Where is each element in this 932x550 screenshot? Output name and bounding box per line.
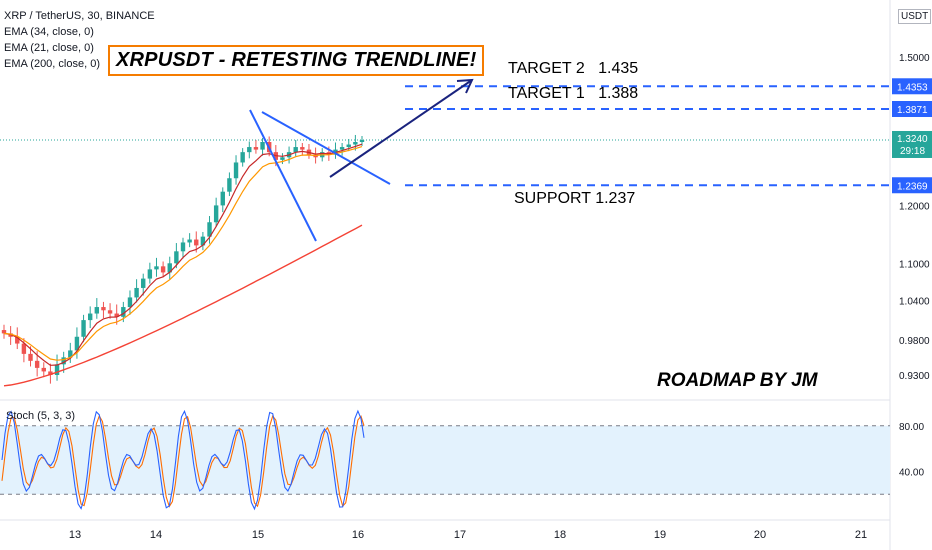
candle-body	[180, 242, 186, 252]
stoch-tick-label: 40.00	[899, 467, 924, 478]
candle-body	[121, 307, 126, 317]
candle-body	[74, 336, 80, 351]
candle-body	[107, 310, 113, 314]
breakout-arrow	[329, 79, 473, 178]
candle-body	[240, 152, 245, 163]
trendline-left	[249, 109, 317, 242]
y-tick-label: 1.5000	[899, 53, 930, 64]
level-tag	[892, 177, 932, 194]
candle-body	[293, 147, 298, 153]
candle-body	[87, 313, 93, 321]
chart-title: XRPUSDT - RETESTING TRENDLINE!	[108, 45, 485, 76]
level-tag	[892, 78, 932, 95]
candle-body	[61, 357, 66, 365]
support-annotation: SUPPORT 1.237	[514, 190, 636, 207]
ema21-line	[3, 143, 363, 366]
y-tick-label: 1.2000	[899, 201, 930, 212]
target2-annotation: TARGET 2 1.435	[508, 60, 639, 77]
x-tick-label: 14	[150, 529, 162, 541]
last-price-tag	[892, 130, 932, 158]
stoch-band	[0, 425, 890, 495]
candle-body	[94, 307, 100, 314]
level-tag-label: 1.4353	[897, 82, 928, 93]
candle-body	[101, 307, 106, 311]
ema200-line	[3, 224, 363, 387]
candle-body	[213, 205, 219, 223]
symbol-legend: XRP / TetherUS, 30, BINANCE	[4, 10, 155, 22]
x-tick-label: 15	[252, 529, 264, 541]
ema34-line	[3, 146, 363, 361]
candle-body	[34, 360, 40, 368]
candle-body	[346, 144, 351, 148]
candle-body	[54, 364, 60, 375]
candle-body	[114, 313, 119, 317]
y-tick-label: 1.0400	[899, 297, 930, 308]
countdown-label: 29:18	[900, 146, 925, 157]
level-tag	[892, 101, 932, 118]
target1-annotation: TARGET 1 1.388	[508, 85, 639, 102]
candle-body	[48, 371, 53, 375]
candle-body	[167, 263, 172, 273]
candle-body	[359, 139, 365, 142]
candle-body	[21, 343, 27, 354]
candle-body	[247, 147, 252, 153]
ema21-legend: EMA (21, close, 0)	[4, 42, 94, 54]
candle-body	[174, 251, 179, 264]
stoch-legend: Stoch (5, 3, 3)	[6, 410, 76, 422]
y-tick-label: 1.1000	[899, 259, 930, 270]
trendline-upper	[261, 111, 391, 185]
candle-body	[353, 141, 358, 145]
candle-body	[134, 287, 139, 298]
x-tick-label: 21	[855, 529, 867, 541]
y-tick-label: 0.9800	[899, 336, 930, 347]
currency-label[interactable]: USDT	[898, 9, 932, 24]
candle-body	[220, 191, 225, 206]
candle-body	[1, 330, 7, 334]
x-tick-label: 20	[754, 529, 766, 541]
arrow-head	[456, 78, 474, 94]
candle-body	[15, 336, 20, 344]
candle-body	[280, 157, 285, 160]
candle-body	[233, 162, 239, 179]
candle-body	[194, 239, 199, 246]
ema34-legend: EMA (34, close, 0)	[4, 26, 94, 38]
level-tag-label: 1.3871	[897, 105, 928, 116]
y-tick-label: 0.9300	[899, 371, 930, 382]
x-tick-label: 16	[352, 529, 364, 541]
x-tick-label: 17	[454, 529, 466, 541]
last-price-label: 1.3240	[897, 134, 928, 145]
candle-body	[41, 367, 46, 372]
candle-body	[300, 147, 305, 150]
candle-body	[81, 320, 86, 337]
candle-body	[260, 141, 265, 150]
candle-body	[227, 178, 232, 192]
ema200-legend: EMA (200, close, 0)	[4, 58, 100, 70]
candle-body	[68, 350, 73, 358]
candle-body	[154, 266, 159, 270]
candle-body	[207, 222, 212, 237]
x-tick-label: 13	[69, 529, 81, 541]
x-tick-label: 18	[554, 529, 566, 541]
stoch-tick-label: 80.00	[899, 422, 924, 433]
stoch-k-line	[1, 409, 365, 511]
candle-body	[141, 278, 146, 288]
candle-body	[127, 297, 133, 308]
candle-body	[200, 236, 206, 246]
candle-body	[147, 269, 153, 279]
candle-body	[28, 353, 33, 361]
roadmap-annotation: ROADMAP BY JM	[657, 370, 818, 391]
stoch-d-line	[1, 414, 365, 508]
candle-body	[187, 239, 192, 243]
candle-body	[339, 147, 345, 150]
candle-body	[160, 266, 166, 273]
x-tick-label: 19	[654, 529, 666, 541]
candle-body	[253, 147, 259, 150]
level-tag-label: 1.2369	[897, 181, 928, 192]
